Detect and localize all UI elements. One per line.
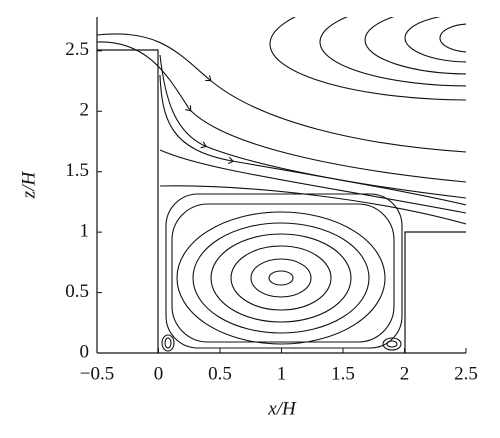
x-tick-label: 1.5 xyxy=(331,363,355,384)
x-tick-label: 2.5 xyxy=(454,363,478,384)
y-tick-label: 0 xyxy=(80,341,90,362)
x-tick-label: −0.5 xyxy=(80,363,114,384)
streamlines xyxy=(97,17,466,352)
y-tick-label: 2.5 xyxy=(65,39,89,60)
y-tick-label: 1.5 xyxy=(65,160,89,181)
buildings xyxy=(97,49,466,353)
x-tick-label: 0.5 xyxy=(208,363,232,384)
y-tick-label: 2 xyxy=(80,100,90,121)
y-tick-label: 1 xyxy=(80,220,90,241)
y-tick-label: 0.5 xyxy=(65,281,89,302)
x-tick-label: 0 xyxy=(154,363,164,384)
x-axis-label: x/H xyxy=(267,398,297,419)
x-tick-label: 2 xyxy=(400,363,410,384)
x-tick-label: 1 xyxy=(277,363,287,384)
y-axis-label: z/H xyxy=(18,171,39,200)
